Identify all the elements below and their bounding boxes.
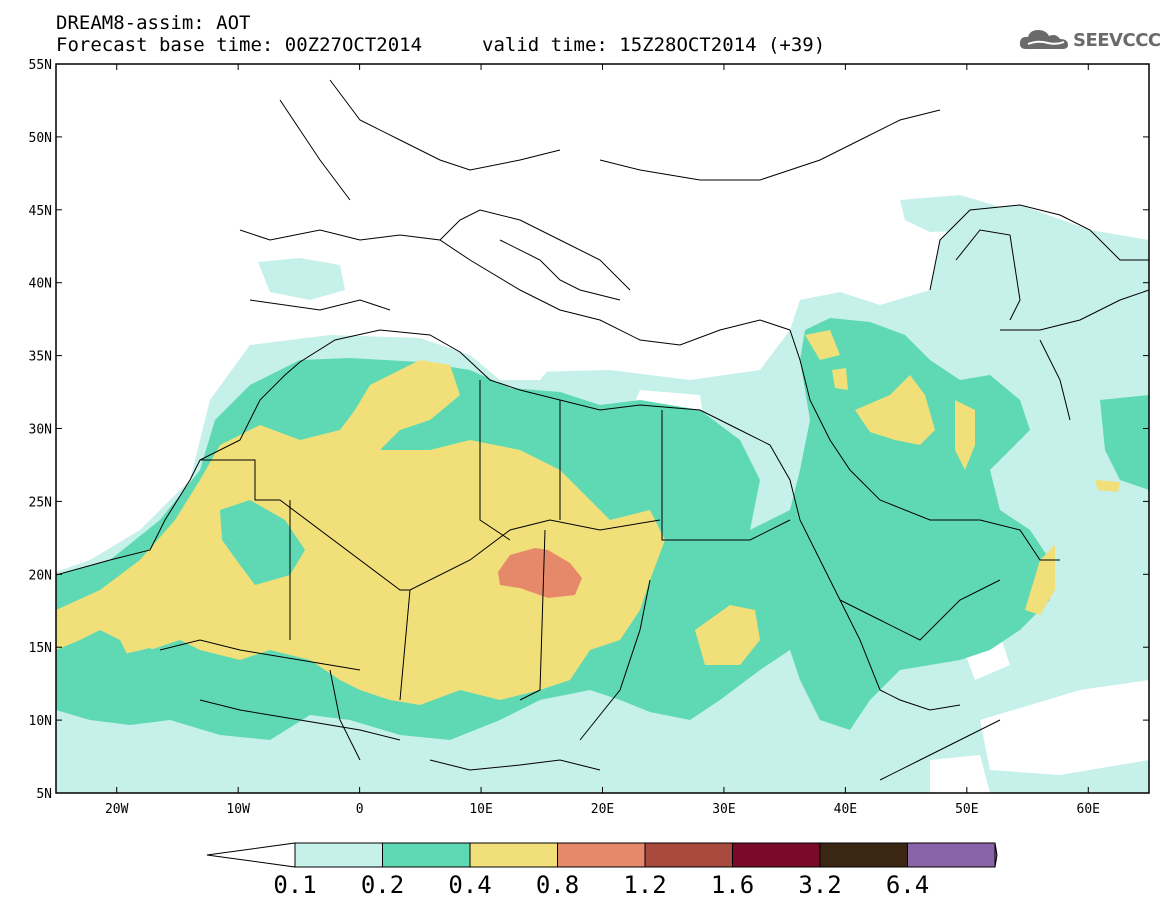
lon-label: 40E	[834, 802, 857, 817]
seevccc-logo: SEEVCCC	[1018, 26, 1161, 54]
colorbar: 0.1 0.2 0.4 0.8 1.2 1.6 3.2 6.4	[206, 842, 998, 899]
colorbar-swatch	[557, 842, 646, 868]
colorbar-swatch	[644, 842, 733, 868]
colorbar-label: 1.2	[623, 871, 666, 899]
lon-label: 50E	[955, 802, 978, 817]
colorbar-label: 0.2	[361, 871, 404, 899]
colorbar-swatch	[907, 842, 996, 868]
lat-label: 10N	[29, 714, 52, 729]
lat-label: 35N	[29, 350, 52, 365]
lat-label: 25N	[29, 495, 52, 510]
lon-label: 10E	[469, 802, 492, 817]
colorbar-label: 0.8	[536, 871, 579, 899]
coastlines-borders	[56, 79, 1149, 781]
colorbar-label: 3.2	[798, 871, 841, 899]
lon-label: 60E	[1077, 802, 1100, 817]
colorbar-label: 0.1	[273, 871, 316, 899]
colorbar-label: 1.6	[711, 871, 754, 899]
lat-label: 20N	[29, 568, 52, 583]
lon-label: 30E	[712, 802, 735, 817]
colorbar-label: 6.4	[886, 871, 929, 899]
lon-label: 0	[356, 802, 364, 817]
lon-label: 20W	[105, 802, 129, 817]
colorbar-over-triangle	[994, 842, 998, 868]
lat-label: 45N	[29, 204, 52, 219]
latitude-axis: 55N 50N 45N 40N 35N 30N 25N 20N 15N 10N 5N	[29, 58, 1149, 802]
colorbar-label: 0.4	[448, 871, 491, 899]
aot-field	[56, 195, 1149, 793]
colorbar-swatch	[294, 842, 383, 868]
colorbar-swatch	[732, 842, 821, 868]
forecast-base-time: Forecast base time: 00Z27OCT2014	[56, 34, 423, 56]
longitude-axis: 20W 10W 0 10E 20E 30E 40E 50E 60E	[105, 64, 1100, 817]
aot-level-0.8	[498, 548, 582, 598]
lon-label: 20E	[591, 802, 614, 817]
lat-label: 30N	[29, 423, 52, 438]
chart-title: DREAM8-assim: AOT	[56, 12, 251, 34]
lat-label: 50N	[29, 131, 52, 146]
lat-label: 5N	[36, 787, 52, 802]
lat-label: 55N	[29, 58, 52, 73]
colorbar-swatch	[382, 842, 471, 868]
aot-level-0.4	[56, 330, 1120, 705]
lat-label: 40N	[29, 277, 52, 292]
colorbar-swatch	[819, 842, 908, 868]
logo-text: SEEVCCC	[1073, 29, 1161, 51]
lon-label: 10W	[226, 802, 250, 817]
colorbar-swatch	[469, 842, 558, 868]
lat-label: 15N	[29, 641, 52, 656]
cloud-icon	[1019, 30, 1068, 49]
aot-level-0.2-inner	[120, 500, 305, 680]
colorbar-under-triangle	[206, 842, 296, 868]
valid-time: valid time: 15Z28OCT2014 (+39)	[482, 34, 826, 56]
